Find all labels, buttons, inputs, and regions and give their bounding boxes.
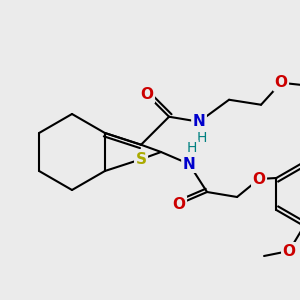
Text: O: O bbox=[140, 87, 154, 102]
Text: H: H bbox=[187, 141, 197, 155]
Text: S: S bbox=[136, 152, 146, 167]
Text: N: N bbox=[193, 114, 206, 129]
Text: O: O bbox=[274, 75, 287, 90]
Text: H: H bbox=[197, 131, 207, 145]
Text: O: O bbox=[283, 244, 296, 259]
Text: N: N bbox=[183, 157, 195, 172]
Text: O: O bbox=[172, 196, 185, 211]
Text: O: O bbox=[253, 172, 266, 187]
